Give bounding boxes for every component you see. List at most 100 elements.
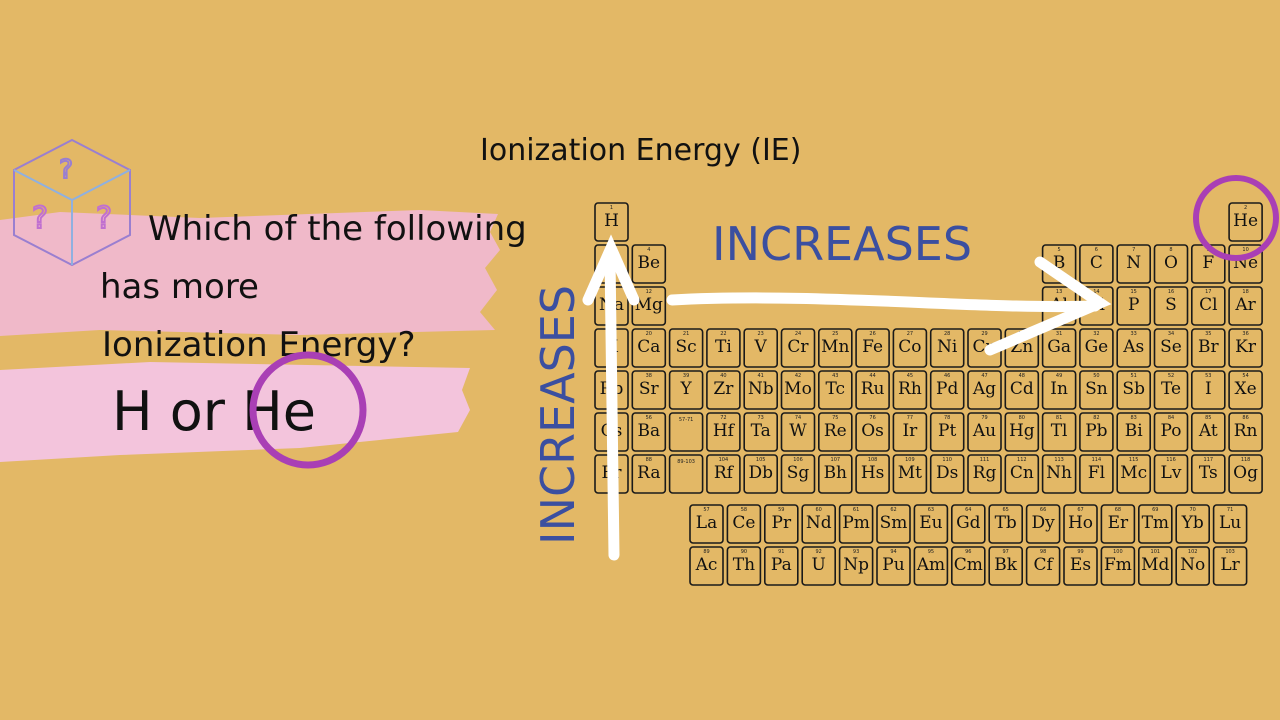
element-symbol: Ir bbox=[902, 421, 918, 441]
atomic-number: 7 bbox=[1132, 247, 1135, 253]
atomic-number: 83 bbox=[1131, 415, 1137, 421]
element-symbol: Cn bbox=[1010, 463, 1034, 483]
element-symbol: No bbox=[1180, 555, 1205, 575]
atomic-number: 17 bbox=[1205, 289, 1211, 295]
element-symbol: Se bbox=[1160, 337, 1182, 357]
element: 4Be bbox=[638, 247, 661, 273]
element-symbol: Eu bbox=[919, 513, 942, 533]
atomic-number: 20 bbox=[646, 331, 652, 337]
atomic-number: 105 bbox=[756, 457, 766, 463]
element-symbol: Bi bbox=[1125, 421, 1143, 441]
placeholder-label: 89-103 bbox=[677, 459, 695, 465]
element-cell bbox=[929, 328, 965, 368]
element-symbol: Ta bbox=[751, 421, 771, 441]
highlight-circle bbox=[249, 351, 367, 469]
atomic-number: 91 bbox=[778, 549, 784, 555]
atomic-number: 4 bbox=[647, 247, 650, 253]
atomic-number: 109 bbox=[905, 457, 915, 463]
element-cell bbox=[1116, 412, 1151, 452]
element-symbol: Rg bbox=[973, 463, 997, 483]
atomic-number: 94 bbox=[890, 549, 896, 555]
atomic-number: 75 bbox=[832, 415, 838, 421]
element-symbol: Ti bbox=[715, 337, 732, 357]
element-cell bbox=[876, 504, 911, 544]
question-line: has more bbox=[100, 267, 259, 307]
element-symbol: U bbox=[812, 555, 826, 575]
atomic-number: 96 bbox=[965, 549, 971, 555]
atomic-number: 106 bbox=[793, 457, 803, 463]
element-symbol: Ga bbox=[1047, 337, 1071, 357]
element-symbol: C bbox=[1090, 253, 1103, 273]
element-cell bbox=[706, 454, 741, 494]
atomic-number: 5 bbox=[1058, 247, 1061, 253]
element-symbol: Be bbox=[638, 253, 661, 273]
element-cell bbox=[631, 328, 667, 368]
atomic-number: 114 bbox=[1092, 457, 1102, 463]
element-symbol: Sc bbox=[676, 337, 697, 357]
brush-stroke bbox=[0, 210, 500, 336]
element-cell bbox=[988, 504, 1024, 544]
atomic-number: 50 bbox=[1093, 373, 1099, 379]
element-symbol: Rn bbox=[1234, 421, 1258, 441]
atomic-number: 63 bbox=[928, 507, 934, 513]
element: 92U bbox=[812, 549, 826, 575]
atomic-number: 89 bbox=[703, 549, 709, 555]
atomic-number: 6 bbox=[1095, 247, 1098, 253]
element-symbol: Cf bbox=[1033, 555, 1054, 575]
element-cell bbox=[1116, 286, 1151, 326]
atomic-number: 97 bbox=[1003, 549, 1009, 555]
element-symbol: In bbox=[1050, 379, 1068, 399]
atomic-number: 98 bbox=[1040, 549, 1046, 555]
element-symbol: Pt bbox=[938, 421, 956, 441]
element-symbol: Lu bbox=[1219, 513, 1241, 533]
element-symbol: O bbox=[1164, 253, 1178, 273]
element-symbol: Tm bbox=[1142, 513, 1169, 533]
atomic-number: 22 bbox=[720, 331, 726, 337]
atomic-number: 15 bbox=[1131, 289, 1137, 295]
atomic-number: 2 bbox=[1244, 205, 1247, 211]
element-cell bbox=[763, 504, 799, 544]
element-symbol: Co bbox=[898, 337, 921, 357]
svg-text:?: ? bbox=[59, 155, 73, 185]
atomic-number: 107 bbox=[831, 457, 841, 463]
increases-label: INCREASES bbox=[531, 285, 585, 545]
element-symbol: Nd bbox=[806, 513, 832, 533]
element-cell bbox=[855, 454, 890, 494]
element-symbol: N bbox=[1126, 253, 1141, 273]
element-symbol: Ca bbox=[637, 337, 660, 357]
atomic-number: 1 bbox=[610, 205, 613, 211]
element-symbol: Dy bbox=[1031, 513, 1055, 533]
element-cell bbox=[1063, 504, 1098, 544]
atomic-number: 46 bbox=[944, 373, 950, 379]
element-cell bbox=[780, 454, 816, 494]
element-cell bbox=[668, 328, 704, 368]
atomic-number: 100 bbox=[1113, 549, 1123, 555]
element-cell bbox=[743, 370, 779, 410]
element-cell bbox=[1153, 454, 1189, 494]
element-cell bbox=[668, 454, 704, 494]
element: 2He bbox=[1233, 205, 1258, 231]
element-symbol: Ge bbox=[1085, 337, 1109, 357]
element-cell bbox=[743, 412, 779, 452]
atomic-number: 33 bbox=[1131, 331, 1137, 337]
atomic-number: 93 bbox=[853, 549, 859, 555]
element-symbol: Mt bbox=[898, 463, 922, 483]
atomic-number: 90 bbox=[741, 549, 747, 555]
